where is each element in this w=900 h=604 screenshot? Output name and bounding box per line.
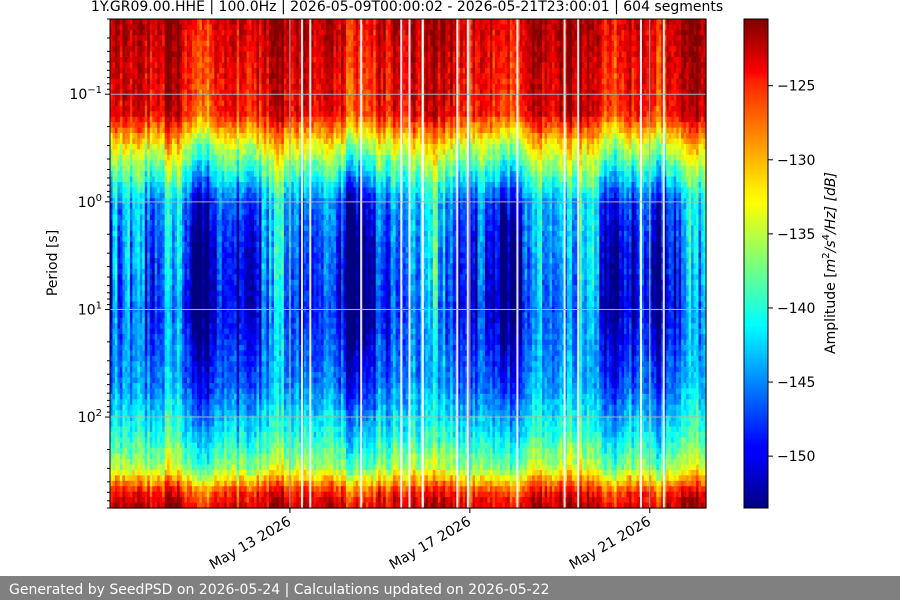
heatmap-cells — [110, 19, 707, 509]
spectrogram-figure: 1Y.GR09.00.HHE | 100.0Hz | 2026-05-09T00… — [0, 0, 900, 576]
chart-title: 1Y.GR09.00.HHE | 100.0Hz | 2026-05-09T00… — [91, 0, 723, 15]
plot-area — [110, 19, 707, 509]
